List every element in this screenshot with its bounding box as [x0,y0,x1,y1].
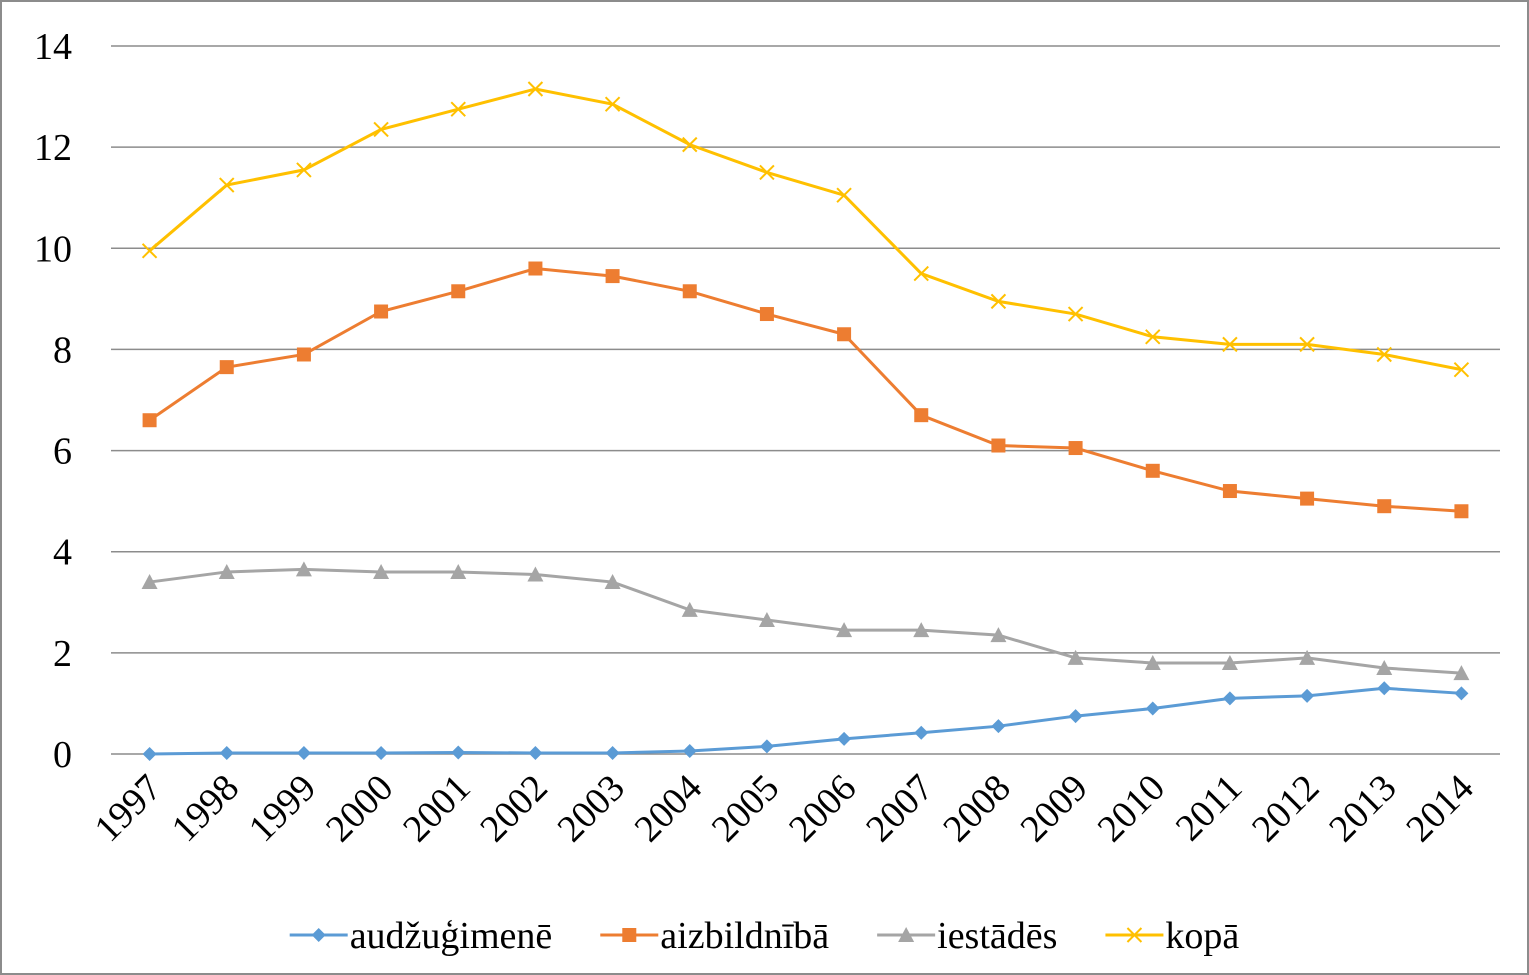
series-line [148,266,1462,513]
legend-label: kopā [1165,915,1239,957]
marker [604,574,621,590]
marker [1377,499,1392,514]
marker [990,293,1007,310]
series-line [148,87,1462,372]
marker [1376,346,1392,363]
series-line [149,567,1462,675]
marker [1454,686,1469,701]
y-tick-label: 2 [53,633,72,675]
marker [527,566,544,582]
marker [1144,654,1161,670]
marker [1299,336,1315,353]
marker [914,725,929,740]
marker [604,96,621,112]
marker [1377,681,1392,696]
marker [374,304,389,319]
marker [758,611,775,627]
marker [295,561,312,577]
marker [374,745,389,760]
marker [528,745,543,760]
marker [759,307,774,322]
marker [1126,927,1143,943]
legend-item: kopā [1105,915,1239,957]
marker [141,243,158,259]
marker [1067,649,1084,665]
marker [1299,649,1316,665]
marker [1145,463,1160,478]
marker [219,360,234,375]
marker [218,563,235,579]
marker [1222,484,1237,499]
marker [219,745,234,760]
marker [296,745,311,760]
marker [219,177,235,193]
marker [1145,329,1161,345]
marker [990,627,1007,643]
marker [682,136,698,153]
marker [1067,306,1084,322]
marker [622,928,637,942]
marker [527,81,544,97]
marker [373,121,389,138]
marker [682,743,697,758]
marker [142,747,157,761]
marker [991,719,1006,734]
marker [759,739,774,754]
marker [1300,688,1315,703]
marker [1300,491,1315,506]
legend-label: audžuģimenē [350,915,553,957]
marker [605,745,620,760]
y-tick-label: 12 [34,127,72,169]
marker [605,269,620,284]
y-tick-label: 0 [53,734,72,776]
marker [836,622,853,638]
marker [528,261,543,276]
legend-item: aizbildnībā [600,915,829,957]
marker [296,162,312,178]
y-tick-label: 14 [34,26,72,68]
legend-item: audžuģimenē [289,915,553,957]
marker [450,101,466,117]
marker [1222,336,1238,353]
marker [837,731,852,746]
marker [296,347,311,362]
marker [373,563,390,579]
series-line [149,686,1462,756]
marker [1145,701,1160,716]
marker [836,187,852,203]
y-tick-label: 4 [53,532,72,574]
legend-item: iestādēs [877,915,1057,957]
marker [759,164,775,181]
marker [1376,660,1393,676]
y-tick-label: 8 [53,329,72,371]
marker [311,928,326,942]
marker [913,622,930,638]
legend: audžuģimenē aizbildnībā iestādēs kopā [289,915,1239,957]
legend-label: aizbildnībā [660,915,829,957]
marker [1453,665,1470,681]
marker [914,408,929,423]
y-tick-label: 6 [53,431,72,473]
marker [450,563,467,579]
marker [1068,441,1083,456]
marker [991,438,1006,453]
marker [898,927,915,942]
marker [837,327,852,342]
marker [451,284,466,299]
marker [681,601,698,617]
marker [451,745,466,760]
marker [1222,691,1237,706]
marker [913,265,929,282]
legend-label: iestādēs [937,915,1057,957]
marker [141,574,158,590]
marker [1221,654,1238,670]
marker [142,413,157,428]
marker [1068,709,1083,724]
marker [1453,361,1470,378]
y-tick-label: 10 [34,228,72,270]
marker [1454,504,1469,519]
marker [682,284,697,299]
